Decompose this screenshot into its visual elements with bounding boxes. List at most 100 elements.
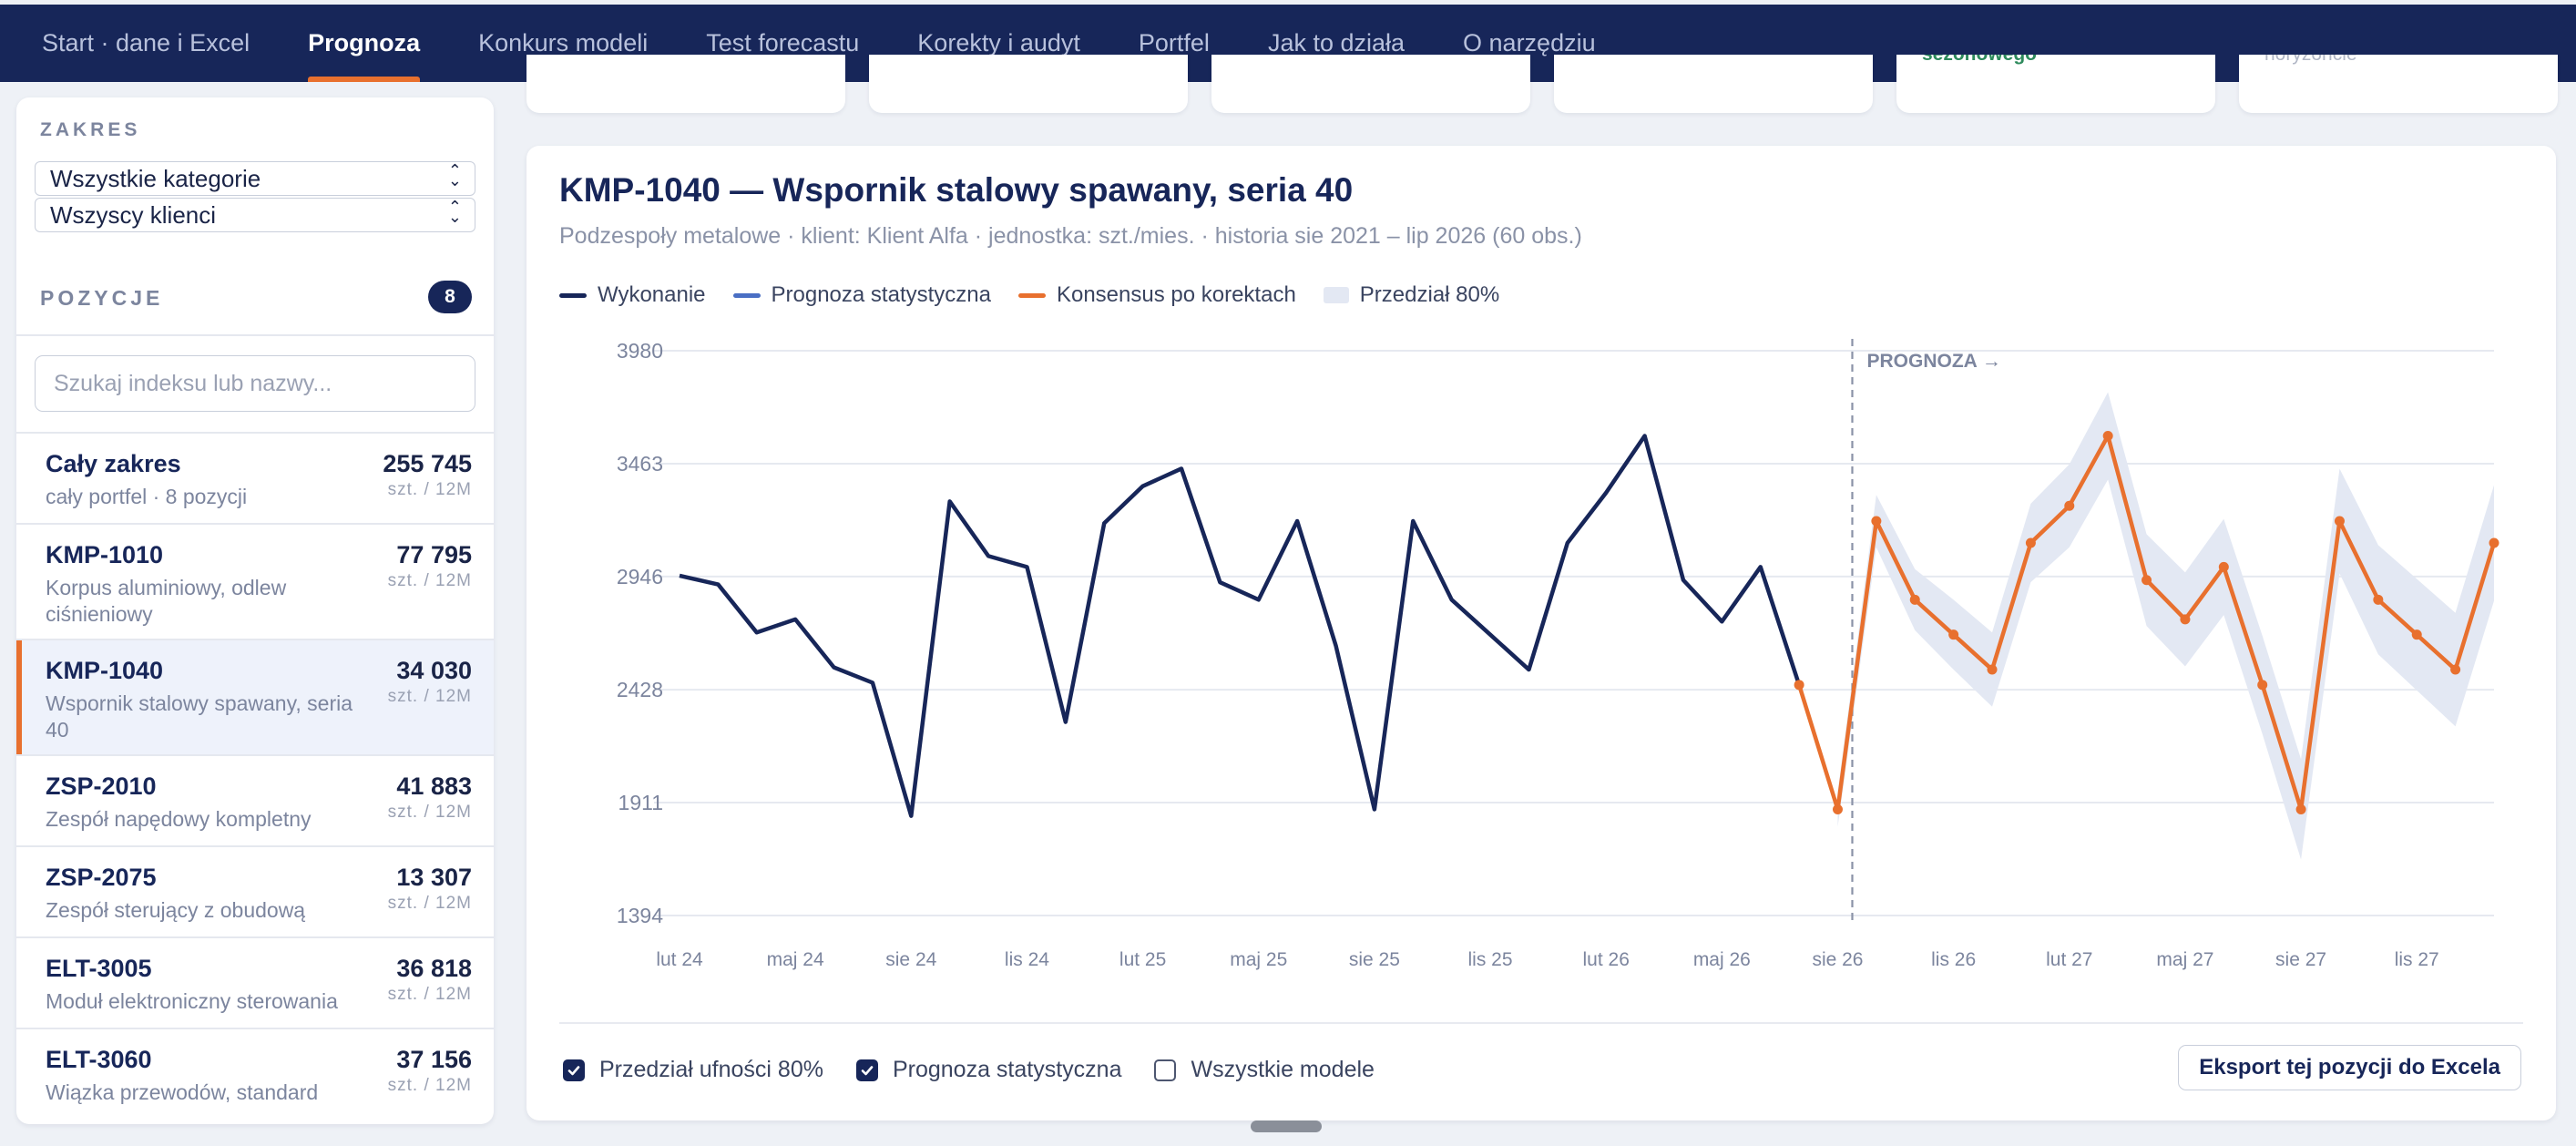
checkbox-option[interactable]: Prognoza statystyczna <box>855 1057 1121 1083</box>
x-tick-label: lis 26 <box>1931 949 1976 970</box>
summary-card-snippet: horyzoncie <box>2264 55 2357 66</box>
scroll-handle[interactable] <box>1251 1120 1322 1132</box>
nav-tab[interactable]: Start · dane i Excel <box>42 29 250 56</box>
item-quantity: 36 818 <box>396 955 472 982</box>
positions-count-badge: 8 <box>428 281 472 313</box>
data-point <box>2450 664 2461 675</box>
item-unit: szt. / 12M <box>387 1076 472 1095</box>
data-point <box>1948 629 1959 640</box>
legend-swatch <box>732 292 761 298</box>
y-tick-label: 1911 <box>618 791 663 814</box>
sidebar: ZAKRES Wszystkie kategorie ⌃ ⌄ Wszyscy kl… <box>16 97 494 1124</box>
checkbox-option[interactable]: Wszystkie modele <box>1154 1057 1375 1083</box>
data-point <box>2295 803 2306 814</box>
category-select[interactable]: Wszystkie kategorie ⌃ ⌄ <box>35 161 475 196</box>
nav-tab[interactable]: Prognoza <box>279 5 449 82</box>
data-point <box>1832 803 1843 814</box>
item-quantity: 37 156 <box>396 1046 472 1073</box>
x-tick-label: maj 26 <box>1693 949 1751 970</box>
list-item[interactable]: KMP-1040 Wspornik stalowy spawany, seria … <box>16 639 494 754</box>
x-tick-label: maj 27 <box>2156 949 2213 970</box>
item-description: Wiązka przewodów, standard <box>46 1080 319 1104</box>
data-point <box>1909 594 1920 605</box>
legend-label: Konsensus po korektach <box>1056 282 1296 307</box>
checkbox-checked-icon[interactable] <box>855 1059 878 1081</box>
item-code: KMP-1040 <box>46 657 164 684</box>
x-tick-label: lis 24 <box>1005 949 1049 970</box>
item-description: cały portfel · 8 pozycji <box>46 485 248 508</box>
item-quantity: 255 745 <box>383 450 472 477</box>
forecast-chart: 3980 3463 2946 2428 1911 1394 lut 24 maj 24 sie … <box>617 339 2499 970</box>
search-input[interactable]: Szukaj indeksu lub nazwy... <box>35 355 475 412</box>
item-unit: szt. / 12M <box>387 803 472 822</box>
data-point <box>2025 537 2036 548</box>
y-tick-label: 2946 <box>617 565 663 588</box>
legend-label: Wykonanie <box>598 282 706 307</box>
checkbox-unchecked-icon[interactable] <box>1154 1059 1177 1081</box>
item-unit: szt. / 12M <box>387 480 472 499</box>
data-point <box>2257 680 2268 691</box>
divider <box>16 334 494 336</box>
export-excel-button[interactable]: Eksport tej pozycji do Excela <box>2178 1045 2521 1090</box>
item-unit: szt. / 12M <box>387 571 472 590</box>
chart-legend: Wykonanie Prognoza statystyczna Konsensus … <box>559 282 1527 308</box>
client-select[interactable]: Wszyscy klienci ⌃ ⌄ <box>35 198 475 232</box>
checkbox-option[interactable]: Przedział ufności 80% <box>563 1057 823 1083</box>
data-point <box>2142 575 2152 586</box>
legend-label: Prognoza statystyczna <box>771 282 991 307</box>
checkbox-label: Wszystkie modele <box>1191 1057 1375 1082</box>
x-tick-label: sie 27 <box>2275 949 2326 970</box>
chart-controls: Przedział ufności 80% Prognoza statystycz… <box>563 1057 1407 1083</box>
item-code: ZSP-2010 <box>46 773 157 800</box>
item-code: ELT-3060 <box>46 1046 152 1073</box>
scope-label: ZAKRES <box>40 119 141 140</box>
x-tick-label: sie 25 <box>1349 949 1400 970</box>
list-item[interactable]: ELT-3005 Moduł elektroniczny sterowania 36… <box>16 936 494 1028</box>
category-select-value: Wszystkie kategorie <box>50 164 261 192</box>
data-point <box>1871 516 1882 527</box>
legend-item: Wykonanie <box>559 282 706 308</box>
item-quantity: 13 307 <box>396 864 472 891</box>
x-tick-label: maj 24 <box>767 949 824 970</box>
item-description: Moduł elektroniczny sterowania <box>46 989 338 1013</box>
list-item[interactable]: Cały zakres cały portfel · 8 pozycji 255 7… <box>16 432 494 523</box>
list-item[interactable]: ELT-3060 Wiązka przewodów, standard 37 156… <box>16 1028 494 1124</box>
list-item[interactable]: ZSP-2075 Zespół sterujący z obudową 13 307… <box>16 845 494 936</box>
item-quantity: 41 883 <box>396 773 472 800</box>
item-code: KMP-1010 <box>46 541 164 568</box>
legend-swatch <box>1017 292 1046 298</box>
client-select-value: Wszyscy klienci <box>50 200 217 229</box>
nav-tab[interactable]: Portfel <box>1138 29 1210 56</box>
data-point <box>2064 500 2075 511</box>
x-tick-label: lut 24 <box>656 949 703 970</box>
checkbox-checked-icon[interactable] <box>563 1059 585 1081</box>
search-placeholder: Szukaj indeksu lub nazwy... <box>54 370 332 396</box>
x-tick-label: maj 25 <box>1230 949 1287 970</box>
x-tick-label: sie 24 <box>885 949 936 970</box>
y-tick-label: 3980 <box>617 339 663 363</box>
list-item[interactable]: ZSP-2010 Zespół napędowy kompletny 41 883 s… <box>16 754 494 845</box>
nav-tab[interactable]: Konkurs modeli <box>478 29 649 56</box>
nav-tab[interactable]: Korekty i audyt <box>917 29 1080 56</box>
item-description: Zespół napędowy kompletny <box>46 807 312 831</box>
item-code: ELT-3005 <box>46 955 152 982</box>
data-point <box>2180 614 2191 625</box>
legend-item: Prognoza statystyczna <box>732 282 991 308</box>
item-subtitle: Podzespoły metalowe · klient: Klient Alf… <box>559 223 1582 249</box>
item-unit: szt. / 12M <box>387 985 472 1004</box>
nav-tab[interactable]: O narzędziu <box>1463 29 1596 56</box>
item-quantity: 34 030 <box>396 657 472 684</box>
summary-card <box>526 55 845 113</box>
legend-item: Konsensus po korektach <box>1017 282 1296 308</box>
nav-tab[interactable]: Test forecastu <box>706 29 860 56</box>
forecast-card: KMP-1040 — Wspornik stalowy spawany, ser… <box>526 146 2556 1120</box>
summary-card: horyzoncie <box>2239 55 2558 113</box>
item-description: Wspornik stalowy spawany, seria 40 <box>46 691 353 742</box>
item-quantity: 77 795 <box>396 541 472 568</box>
item-unit: szt. / 12M <box>387 894 472 913</box>
list-item[interactable]: KMP-1010 Korpus aluminiowy, odlew ciśnien… <box>16 523 494 639</box>
nav-tab[interactable]: Jak to działa <box>1267 29 1406 56</box>
select-chevron-icon: ⌃ ⌄ <box>447 161 462 189</box>
data-point <box>1987 664 1998 675</box>
y-tick-label: 1394 <box>617 904 663 927</box>
